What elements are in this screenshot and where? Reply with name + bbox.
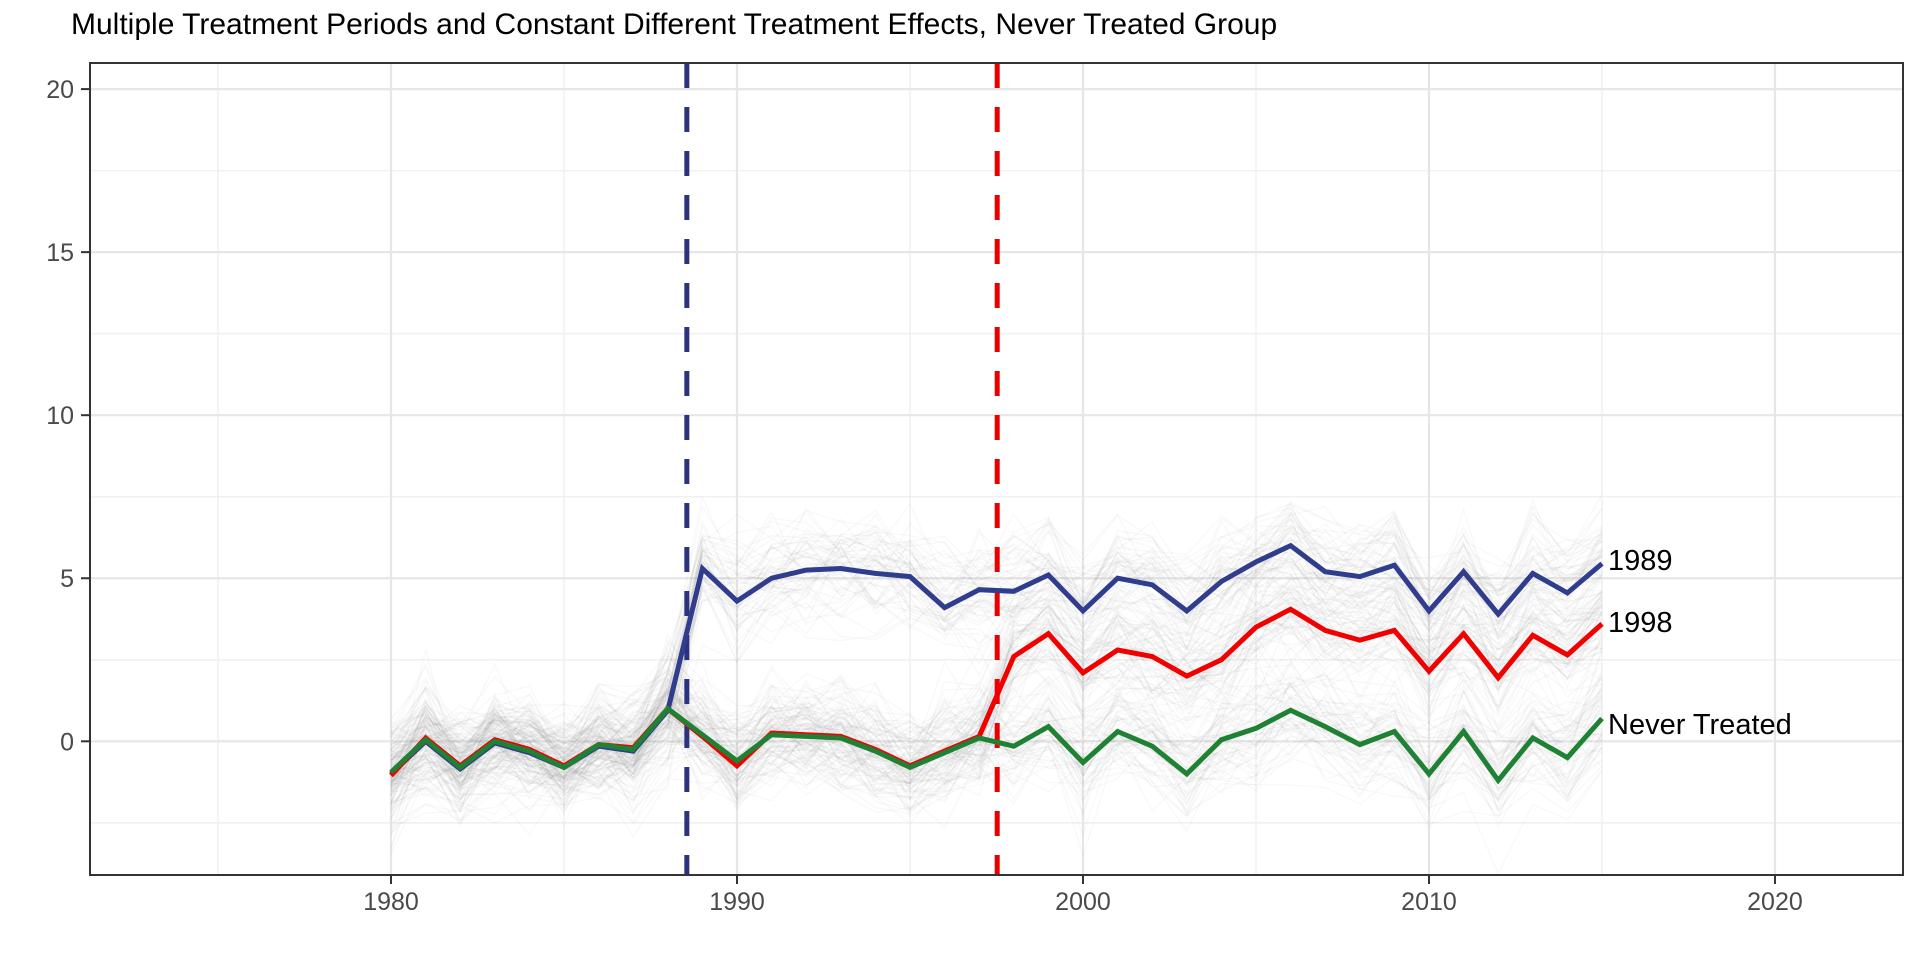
y-tick-label: 0	[60, 728, 74, 756]
chart-title: Multiple Treatment Periods and Constant …	[71, 8, 1278, 41]
series-line-never-treated	[389, 705, 1604, 785]
grid-minor	[90, 63, 1903, 875]
panel-border	[89, 62, 1904, 876]
x-axis-labels: 1980 1990 2000 2010 2020	[363, 888, 1803, 916]
y-tick-label: 15	[46, 239, 74, 267]
x-tick-label: 1980	[363, 888, 419, 916]
series-end-label-never-treated: Never Treated	[1608, 709, 1792, 741]
axis-ticks	[81, 88, 1776, 884]
x-tick-label: 2020	[1747, 888, 1803, 916]
y-tick-label: 10	[46, 402, 74, 430]
y-tick-label: 20	[46, 76, 74, 104]
series-end-label-1989: 1989	[1608, 545, 1673, 577]
y-tick-label: 5	[60, 565, 74, 593]
series-end-label-1998: 1998	[1608, 607, 1673, 639]
x-tick-label: 2000	[1055, 888, 1111, 916]
y-axis-labels: 0 5 10 15 20	[46, 76, 74, 756]
x-tick-label: 2010	[1401, 888, 1457, 916]
x-tick-label: 1990	[709, 888, 765, 916]
